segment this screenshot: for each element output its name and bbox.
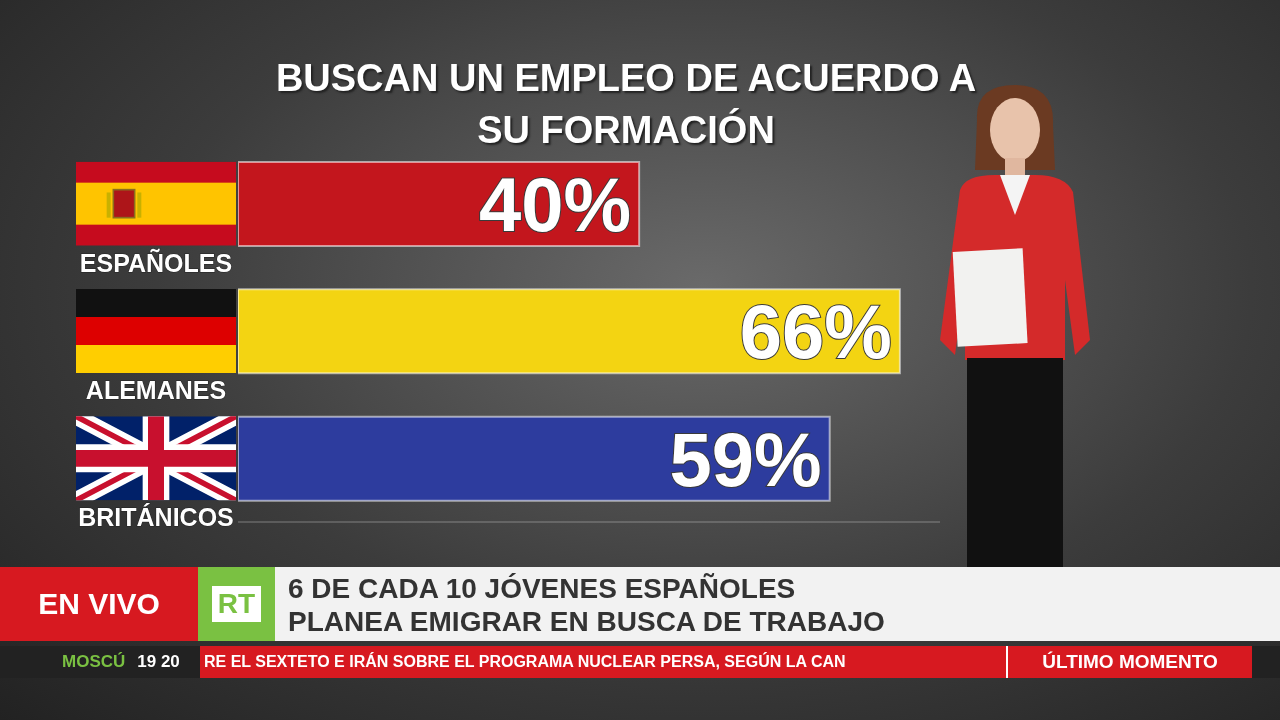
html-text:EN VIVO: EN VIVO: [38, 587, 160, 620]
html-text:19 20: 19 20: [137, 652, 180, 671]
svg-text:ESPAÑOLES: ESPAÑOLES: [80, 248, 232, 277]
svg-text:ALEMANES: ALEMANES: [86, 376, 226, 404]
svg-text:40%: 40%: [479, 162, 631, 247]
html-text:RT: RT: [217, 588, 256, 619]
svg-text:66%: 66%: [740, 289, 892, 374]
html-text:PLANEA EMIGRAR EN BUSCA DE TRA: PLANEA EMIGRAR EN BUSCA DE TRABAJO: [288, 606, 885, 637]
html-text:RE EL SEXTETO E IRÁN SOBRE EL: RE EL SEXTETO E IRÁN SOBRE EL PROGRAMA N…: [204, 653, 846, 670]
html-text:6 DE CADA 10 JÓVENES ESPAÑOLES: 6 DE CADA 10 JÓVENES ESPAÑOLES: [288, 573, 796, 604]
html-text:ÚLTIMO MOMENTO: ÚLTIMO MOMENTO: [1042, 651, 1218, 672]
html-text:MOSCÚ: MOSCÚ: [62, 652, 126, 671]
svg-text:59%: 59%: [670, 417, 822, 502]
svg-text:BRITÁNICOS: BRITÁNICOS: [78, 503, 234, 531]
html-text:BUSCAN UN EMPLEO DE ACUERDO A: BUSCAN UN EMPLEO DE ACUERDO A SU FORMACI…: [275, 57, 977, 151]
